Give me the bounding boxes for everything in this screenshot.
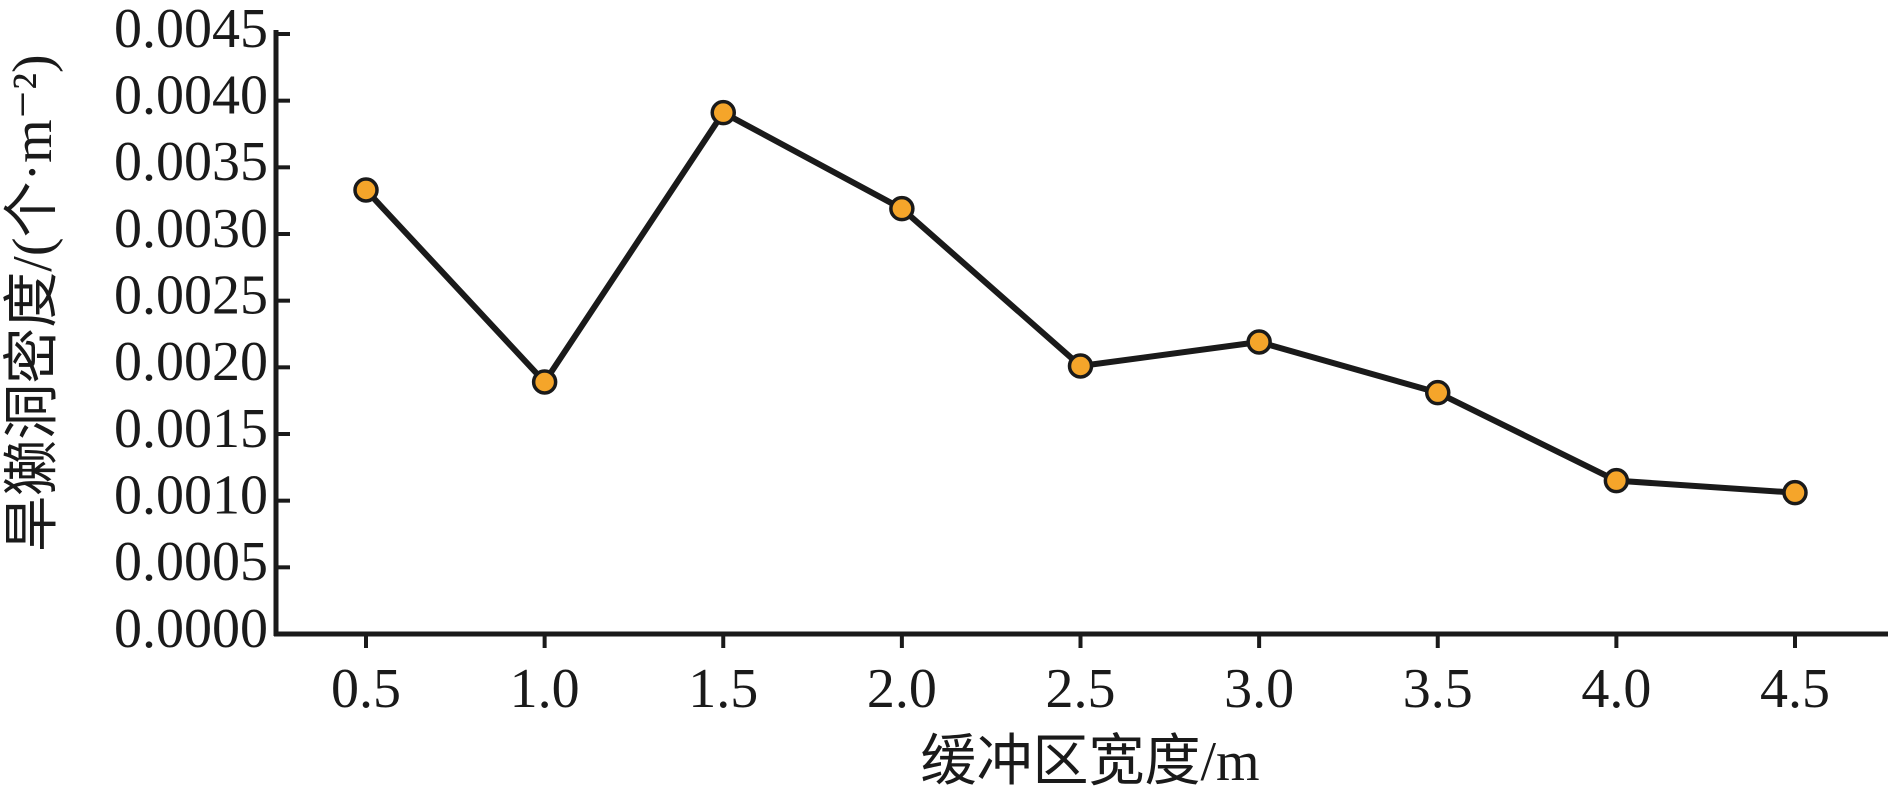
y-tick-label: 0.0040: [114, 65, 268, 127]
line: [363, 109, 1796, 496]
y-axis-title: 旱獭洞密度/(个·m⁻²): [2, 54, 64, 551]
point: [1246, 329, 1272, 355]
y-tick-label: 0.0000: [114, 598, 268, 660]
y-tick-label: 0.0030: [114, 198, 268, 260]
y-tick-label: 0.0015: [114, 398, 268, 460]
point: [1603, 467, 1630, 494]
point: [531, 369, 558, 395]
x-tick-label: 1.5: [688, 658, 758, 720]
x-tick-label: 1.0: [510, 658, 580, 720]
x-tick-label: 4.0: [1581, 658, 1651, 720]
x-tick-label: 2.5: [1046, 658, 1116, 720]
y-tick-label: 0.0045: [114, 0, 268, 60]
y-tick-label: 0.0025: [114, 265, 268, 327]
point: [353, 177, 379, 203]
point: [1067, 353, 1094, 379]
point: [1782, 479, 1808, 506]
y-tick-label: 0.0035: [114, 131, 268, 193]
x-tick-label: 2.0: [867, 658, 937, 720]
x-tick-label: 3.5: [1403, 658, 1473, 720]
point: [710, 99, 736, 126]
point: [889, 195, 915, 222]
y-tick-label: 0.0010: [114, 465, 268, 527]
y-tick-label: 0.0005: [114, 531, 268, 593]
x-tick-label: 3.0: [1224, 658, 1294, 720]
point: [1425, 379, 1451, 406]
x-tick-label: 4.5: [1760, 658, 1830, 720]
x-axis-title: 缓冲区宽度/m: [920, 731, 1259, 793]
x-tick-label: 0.5: [331, 658, 401, 720]
y-tick-label: 0.0020: [114, 331, 268, 393]
